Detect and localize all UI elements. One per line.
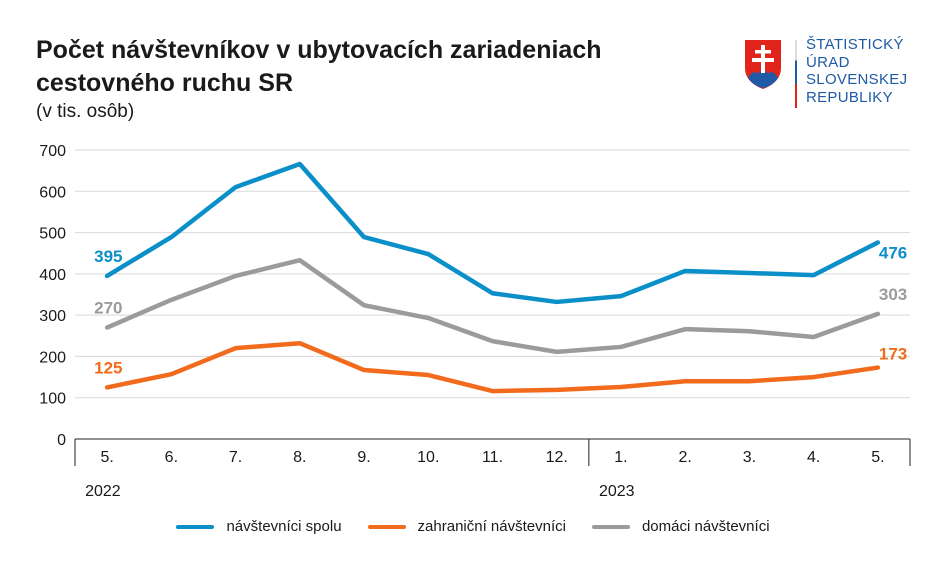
chart-title: Počet návštevníkov v ubytovacích zariade… <box>36 36 602 97</box>
y-tick-label: 500 <box>39 226 66 243</box>
logo-line: SLOVENSKEJ <box>806 71 908 88</box>
data-label: 125 <box>94 358 122 377</box>
y-tick-label: 100 <box>39 391 66 408</box>
x-tick-label: 6. <box>165 449 178 466</box>
y-tick-label: 600 <box>39 184 66 201</box>
x-tick-label: 11. <box>482 449 503 466</box>
x-tick-label: 1. <box>614 449 627 466</box>
y-tick-label: 0 <box>57 432 66 449</box>
y-tick-label: 300 <box>39 308 66 325</box>
x-tick-label: 2. <box>679 449 692 466</box>
logo-line: REPUBLIKY <box>806 88 893 106</box>
legend-label: návštevníci spolu <box>226 518 342 535</box>
legend-item-domestic: domáci návštevníci <box>591 518 770 535</box>
x-tick-label: 8. <box>293 449 306 466</box>
legend-swatch <box>367 524 406 529</box>
x-tick-label: 7. <box>229 449 242 466</box>
data-label: 173 <box>879 345 907 364</box>
data-label: 303 <box>879 285 907 304</box>
legend: návštevníci spolu zahraniční návštevníci… <box>0 518 946 535</box>
x-tick-label: 10. <box>417 449 439 466</box>
y-tick-label: 700 <box>39 143 66 160</box>
logo-line: ŠTATISTICKÝ <box>806 36 904 53</box>
legend-label: zahraniční návštevníci <box>417 518 566 535</box>
data-label: 270 <box>94 299 122 318</box>
data-label: 395 <box>94 247 122 266</box>
legend-swatch <box>591 524 630 529</box>
slovak-coat-of-arms-icon <box>745 40 781 89</box>
legend-item-total: návštevníci spolu <box>176 518 342 535</box>
year-label: 2022 <box>85 483 121 500</box>
data-label: 476 <box>879 243 907 262</box>
legend-label: domáci návštevníci <box>641 518 770 535</box>
x-tick-label: 12. <box>546 449 568 466</box>
x-tick-label: 4. <box>807 449 820 466</box>
chart-subtitle: (v tis. osôb) <box>36 101 135 122</box>
x-tick-label: 3. <box>743 449 756 466</box>
series-line-1 <box>104 340 881 394</box>
legend-item-foreign: zahraniční návštevníci <box>367 518 566 535</box>
y-tick-label: 400 <box>39 267 66 284</box>
logo-divider <box>795 40 797 108</box>
logo-line: ÚRAD <box>806 53 850 71</box>
x-tick-label: 5. <box>100 449 113 466</box>
logo-text: ŠTATISTICKÝ ÚRAD SLOVENSKEJ REPUBLIKY <box>806 36 907 106</box>
year-label: 2023 <box>599 483 635 500</box>
x-tick-label: 9. <box>357 449 370 466</box>
legend-swatch <box>176 524 215 529</box>
x-tick-label: 5. <box>871 449 884 466</box>
y-tick-label: 200 <box>39 349 66 366</box>
